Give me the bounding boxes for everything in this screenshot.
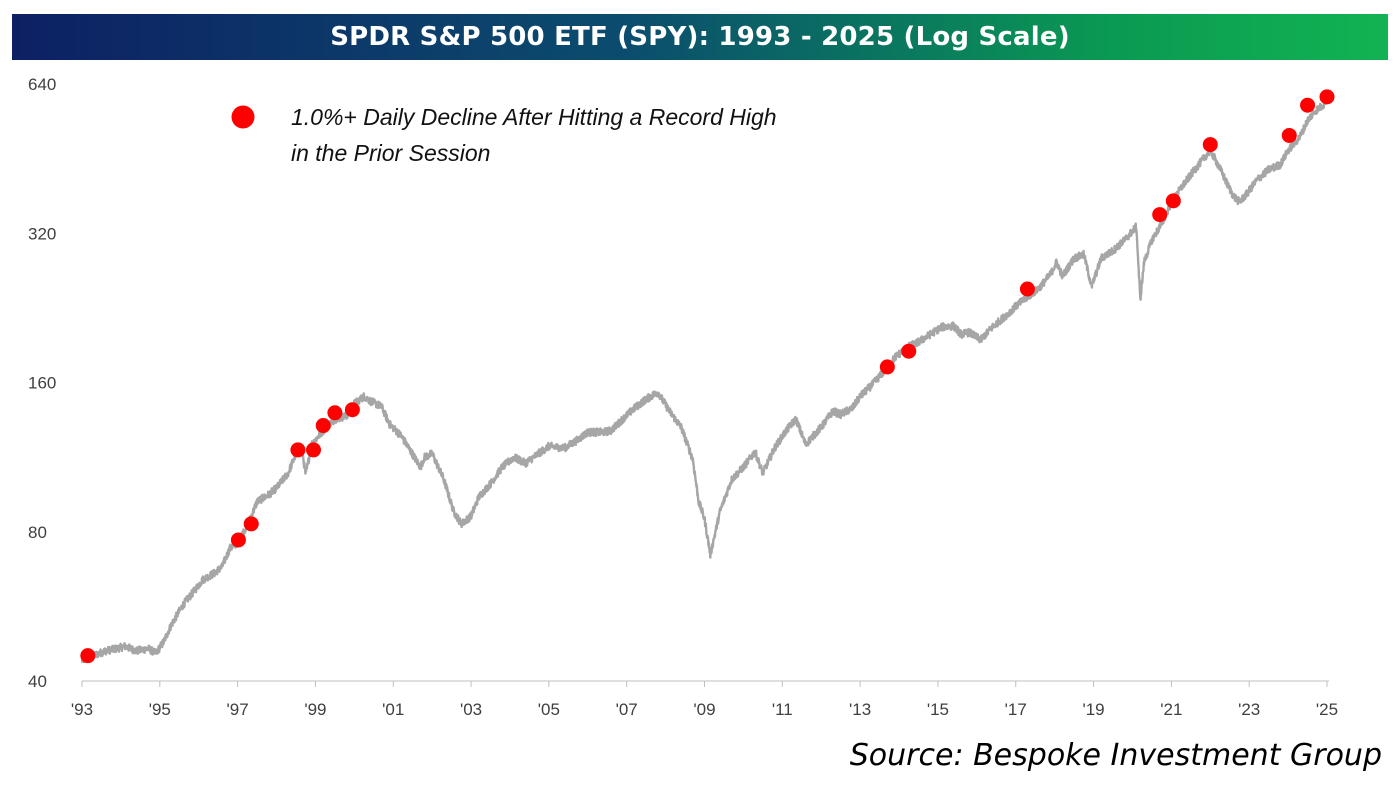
x-tick-label-2009: '09	[693, 700, 715, 719]
x-tick-label-2017: '17	[1005, 700, 1027, 719]
x-tick-label-1993: '93	[71, 700, 93, 719]
x-tick-label-2003: '03	[460, 700, 482, 719]
decline-marker	[80, 648, 96, 664]
plot-area	[80, 97, 1328, 664]
x-tick-label-2013: '13	[849, 700, 871, 719]
x-tick-label-2025: '25	[1316, 700, 1338, 719]
decline-marker	[327, 405, 343, 421]
decline-marker	[315, 418, 331, 434]
decline-marker	[1019, 281, 1035, 297]
legend-text-line1: 1.0%+ Daily Decline After Hitting a Reco…	[291, 104, 777, 130]
y-tick-label-40: 40	[28, 672, 47, 691]
y-tick-label-160: 160	[28, 374, 56, 393]
x-tick-label-2007: '07	[616, 700, 638, 719]
x-tick-label-2001: '01	[382, 700, 404, 719]
y-tick-label-640: 640	[28, 75, 56, 94]
decline-marker	[901, 343, 917, 359]
decline-marker	[879, 359, 895, 375]
legend-marker	[231, 105, 255, 129]
decline-marker	[243, 516, 259, 532]
y-tick-label-320: 320	[28, 224, 56, 243]
x-tick-label-2019: '19	[1082, 700, 1104, 719]
record-high-decline-markers	[80, 89, 1335, 664]
decline-marker	[344, 402, 360, 418]
decline-marker	[1202, 137, 1218, 153]
decline-marker	[1319, 89, 1335, 105]
x-tick-label-1995: '95	[149, 700, 171, 719]
legend: 1.0%+ Daily Decline After Hitting a Reco…	[231, 104, 777, 166]
x-tick-label-2005: '05	[538, 700, 560, 719]
y-tick-label-80: 80	[28, 523, 47, 542]
decline-marker	[230, 532, 246, 548]
y-axis: 40 80 160 320 640	[28, 75, 56, 691]
decline-marker	[305, 442, 321, 458]
legend-text-line2: in the Prior Session	[291, 140, 490, 166]
x-tick-label-2011: '11	[772, 700, 793, 719]
decline-marker	[290, 442, 306, 458]
source-caption: Source: Bespoke Investment Group	[849, 738, 1382, 773]
decline-marker	[1281, 127, 1297, 143]
decline-marker	[1152, 207, 1168, 223]
x-tick-label-2023: '23	[1238, 700, 1260, 719]
x-tick-label-1999: '99	[304, 700, 326, 719]
chart-title: SPDR S&P 500 ETF (SPY): 1993 - 2025 (Log…	[330, 22, 1070, 52]
x-tick-label-1997: '97	[227, 700, 249, 719]
chart-title-bar: SPDR S&P 500 ETF (SPY): 1993 - 2025 (Log…	[12, 14, 1388, 60]
x-axis: '93 '95 '97 '99 '01 '03 '05 '07 '09 '11 '13 '15 '17 '…	[71, 680, 1338, 719]
spy-price-line	[80, 97, 1328, 664]
x-tick-label-2021: '21	[1160, 700, 1182, 719]
decline-marker	[1165, 193, 1181, 209]
decline-marker	[1300, 97, 1316, 113]
x-tick-label-2015: '15	[927, 700, 949, 719]
